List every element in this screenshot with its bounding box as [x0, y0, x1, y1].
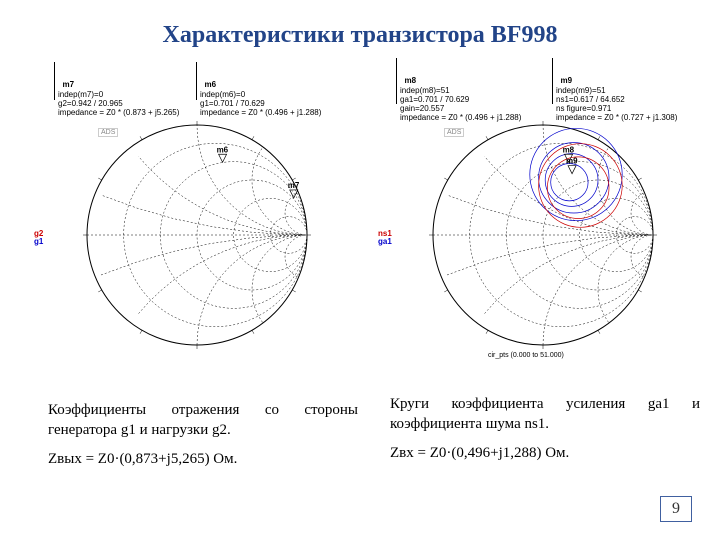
smith-left-svg: m6 m7 [52, 110, 342, 360]
page-title: Характеристики транзистора BF998 [0, 22, 720, 49]
m9-l2: ns1=0.617 / 64.652 [556, 95, 625, 104]
m7-l1: indep(m7)=0 [58, 90, 103, 99]
m9-l1: indep(m9)=51 [556, 86, 606, 95]
marker-box-m9: m9 indep(m9)=51 ns1=0.617 / 64.652 ns fi… [556, 58, 677, 104]
svg-text:m9: m9 [566, 157, 578, 166]
marker-box-m7: m7 indep(m7)=0 g2=0.942 / 20.965 impedan… [58, 62, 179, 100]
m6-l2: g1=0.701 / 70.629 [200, 99, 265, 108]
smith-chart-right: ADS ns1 ga1 m8m9 cir_pts (0.000 to 51.00… [398, 110, 688, 360]
lbl-ga1: ga1 [378, 237, 392, 246]
smith-chart-left: ADS g2 g1 m6m7 [52, 110, 342, 360]
m6-header: m6 [204, 80, 216, 89]
smith-right-svg: m8m9 [398, 110, 688, 360]
left-axis-labels: g2 g1 [34, 230, 43, 246]
right-axis-labels: ns1 ga1 [378, 230, 392, 246]
m7-l2: g2=0.942 / 20.965 [58, 99, 123, 108]
ads-badge: ADS [98, 128, 118, 137]
left-caption-line1: Коэффициенты отражения со стороны генера… [48, 400, 358, 441]
svg-text:m6: m6 [217, 145, 229, 154]
lbl-g1: g1 [34, 237, 43, 246]
svg-text:m8: m8 [563, 145, 575, 154]
m7-header: m7 [62, 80, 74, 89]
right-caption-line1: Круги коэффициента усиления ga1 и коэффи… [390, 394, 700, 435]
m6-l1: indep(m6)=0 [200, 90, 245, 99]
left-caption-line2: Zвых = Z0·(0,873+j5,265) Ом. [48, 449, 358, 469]
m8-header: m8 [404, 76, 416, 85]
left-caption: Коэффициенты отражения со стороны генера… [48, 400, 358, 469]
marker-box-m8: m8 indep(m8)=51 ga1=0.701 / 70.629 gain=… [400, 58, 521, 104]
right-caption-line2: Zвх = Z0·(0,496+j1,288) Ом. [390, 443, 700, 463]
page-number: 9 [660, 496, 692, 522]
svg-text:m7: m7 [288, 181, 300, 190]
marker-box-m6: m6 indep(m6)=0 g1=0.701 / 70.629 impedan… [200, 62, 321, 100]
m8-l2: ga1=0.701 / 70.629 [400, 95, 469, 104]
right-caption: Круги коэффициента усиления ga1 и коэффи… [390, 394, 700, 463]
m9-header: m9 [560, 76, 572, 85]
right-xlabel: cir_pts (0.000 to 51.000) [488, 352, 564, 359]
m8-l1: indep(m8)=51 [400, 86, 450, 95]
ads-badge: ADS [444, 128, 464, 137]
